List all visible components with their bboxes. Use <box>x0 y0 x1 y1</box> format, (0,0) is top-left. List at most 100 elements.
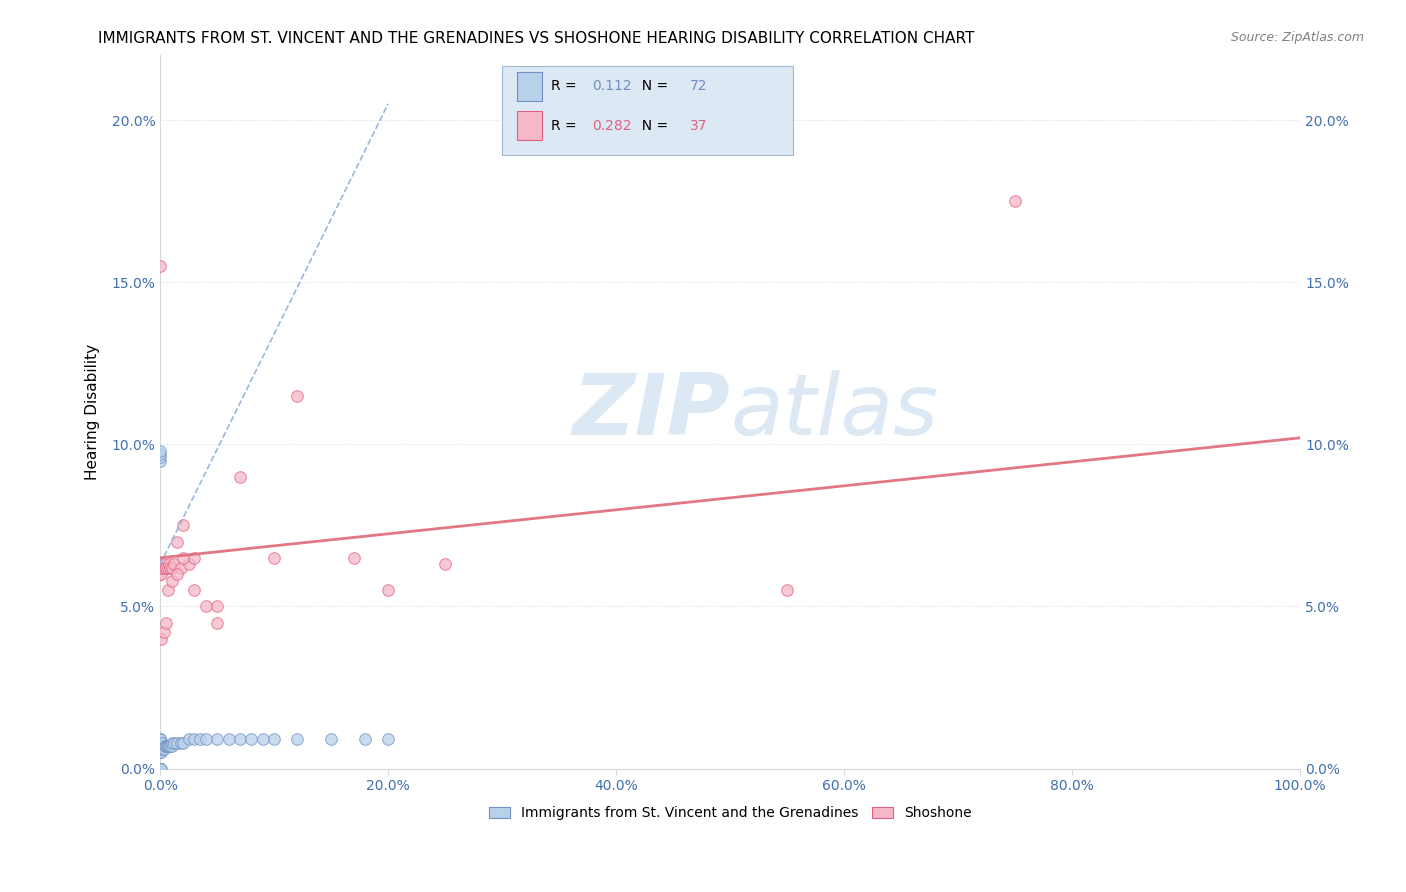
Point <box>218 732 240 747</box>
Text: Source: ZipAtlas.com: Source: ZipAtlas.com <box>1230 31 1364 45</box>
Point <box>155 560 177 574</box>
Point <box>160 574 183 588</box>
Point <box>152 558 174 572</box>
Point <box>183 732 205 747</box>
Point <box>177 732 200 747</box>
Point <box>240 732 263 747</box>
Point <box>149 739 172 753</box>
Point <box>149 762 172 776</box>
Text: 0.282: 0.282 <box>592 119 631 133</box>
Text: atlas: atlas <box>730 370 938 453</box>
Text: N =: N = <box>633 119 672 133</box>
Point <box>149 762 172 776</box>
Point <box>205 615 228 630</box>
Point <box>172 550 194 565</box>
Point <box>149 732 172 747</box>
Point <box>157 739 180 753</box>
Point <box>149 762 172 776</box>
Point <box>149 732 172 747</box>
Point <box>149 762 172 776</box>
Point <box>229 732 252 747</box>
Point <box>150 745 173 759</box>
Point <box>163 558 186 572</box>
FancyBboxPatch shape <box>502 66 793 155</box>
Point <box>163 736 186 750</box>
Point <box>150 567 173 582</box>
Point <box>149 762 172 776</box>
Point <box>166 567 188 582</box>
Point <box>153 739 176 753</box>
Legend: Immigrants from St. Vincent and the Grenadines, Shoshone: Immigrants from St. Vincent and the Gren… <box>484 801 977 826</box>
Point <box>377 732 399 747</box>
Point <box>149 762 172 776</box>
FancyBboxPatch shape <box>517 72 543 101</box>
Point <box>149 560 172 574</box>
Text: IMMIGRANTS FROM ST. VINCENT AND THE GRENADINES VS SHOSHONE HEARING DISABILITY CO: IMMIGRANTS FROM ST. VINCENT AND THE GREN… <box>98 31 974 46</box>
Point <box>152 560 174 574</box>
Text: N =: N = <box>633 79 672 94</box>
Point <box>155 615 177 630</box>
Point <box>149 567 172 582</box>
Point <box>149 762 172 776</box>
Point <box>194 732 217 747</box>
Point <box>169 560 191 574</box>
Point <box>205 599 228 614</box>
Point <box>159 739 181 753</box>
Point <box>205 732 228 747</box>
Point <box>152 736 174 750</box>
Point <box>149 742 172 756</box>
Point <box>166 534 188 549</box>
Point <box>149 762 172 776</box>
Point <box>149 259 172 273</box>
Point <box>149 447 172 461</box>
Point <box>155 739 177 753</box>
Point <box>177 558 200 572</box>
Point <box>149 736 172 750</box>
Point <box>263 550 285 565</box>
Point <box>152 625 174 640</box>
Point <box>150 762 173 776</box>
Point <box>343 550 366 565</box>
Point <box>152 742 174 756</box>
Point <box>149 762 172 776</box>
Y-axis label: Hearing Disability: Hearing Disability <box>86 343 100 480</box>
Point <box>149 762 172 776</box>
Point <box>194 599 217 614</box>
Text: R =: R = <box>551 119 581 133</box>
Point <box>776 583 799 598</box>
Point <box>263 732 285 747</box>
Point <box>149 745 172 759</box>
Point <box>285 732 308 747</box>
Point <box>166 736 188 750</box>
Point <box>172 736 194 750</box>
Point <box>157 583 180 598</box>
Point <box>321 732 343 747</box>
Point <box>149 745 172 759</box>
Point <box>149 762 172 776</box>
Point <box>160 739 183 753</box>
Point <box>157 739 180 753</box>
Text: 0.112: 0.112 <box>592 79 631 94</box>
Point <box>149 742 172 756</box>
Text: ZIP: ZIP <box>572 370 730 453</box>
Point <box>1004 194 1026 208</box>
Point <box>183 583 205 598</box>
Text: 72: 72 <box>690 79 707 94</box>
FancyBboxPatch shape <box>517 112 543 140</box>
Text: 37: 37 <box>690 119 707 133</box>
Point <box>434 558 457 572</box>
Point <box>149 762 172 776</box>
Point <box>152 742 174 756</box>
Point <box>160 736 183 750</box>
Point <box>149 732 172 747</box>
Point <box>157 560 180 574</box>
Point <box>149 762 172 776</box>
Point <box>229 469 252 483</box>
Point <box>188 732 211 747</box>
Point <box>149 762 172 776</box>
Point <box>149 450 172 465</box>
Point <box>169 736 191 750</box>
Point <box>149 762 172 776</box>
Point <box>354 732 377 747</box>
Point <box>149 762 172 776</box>
